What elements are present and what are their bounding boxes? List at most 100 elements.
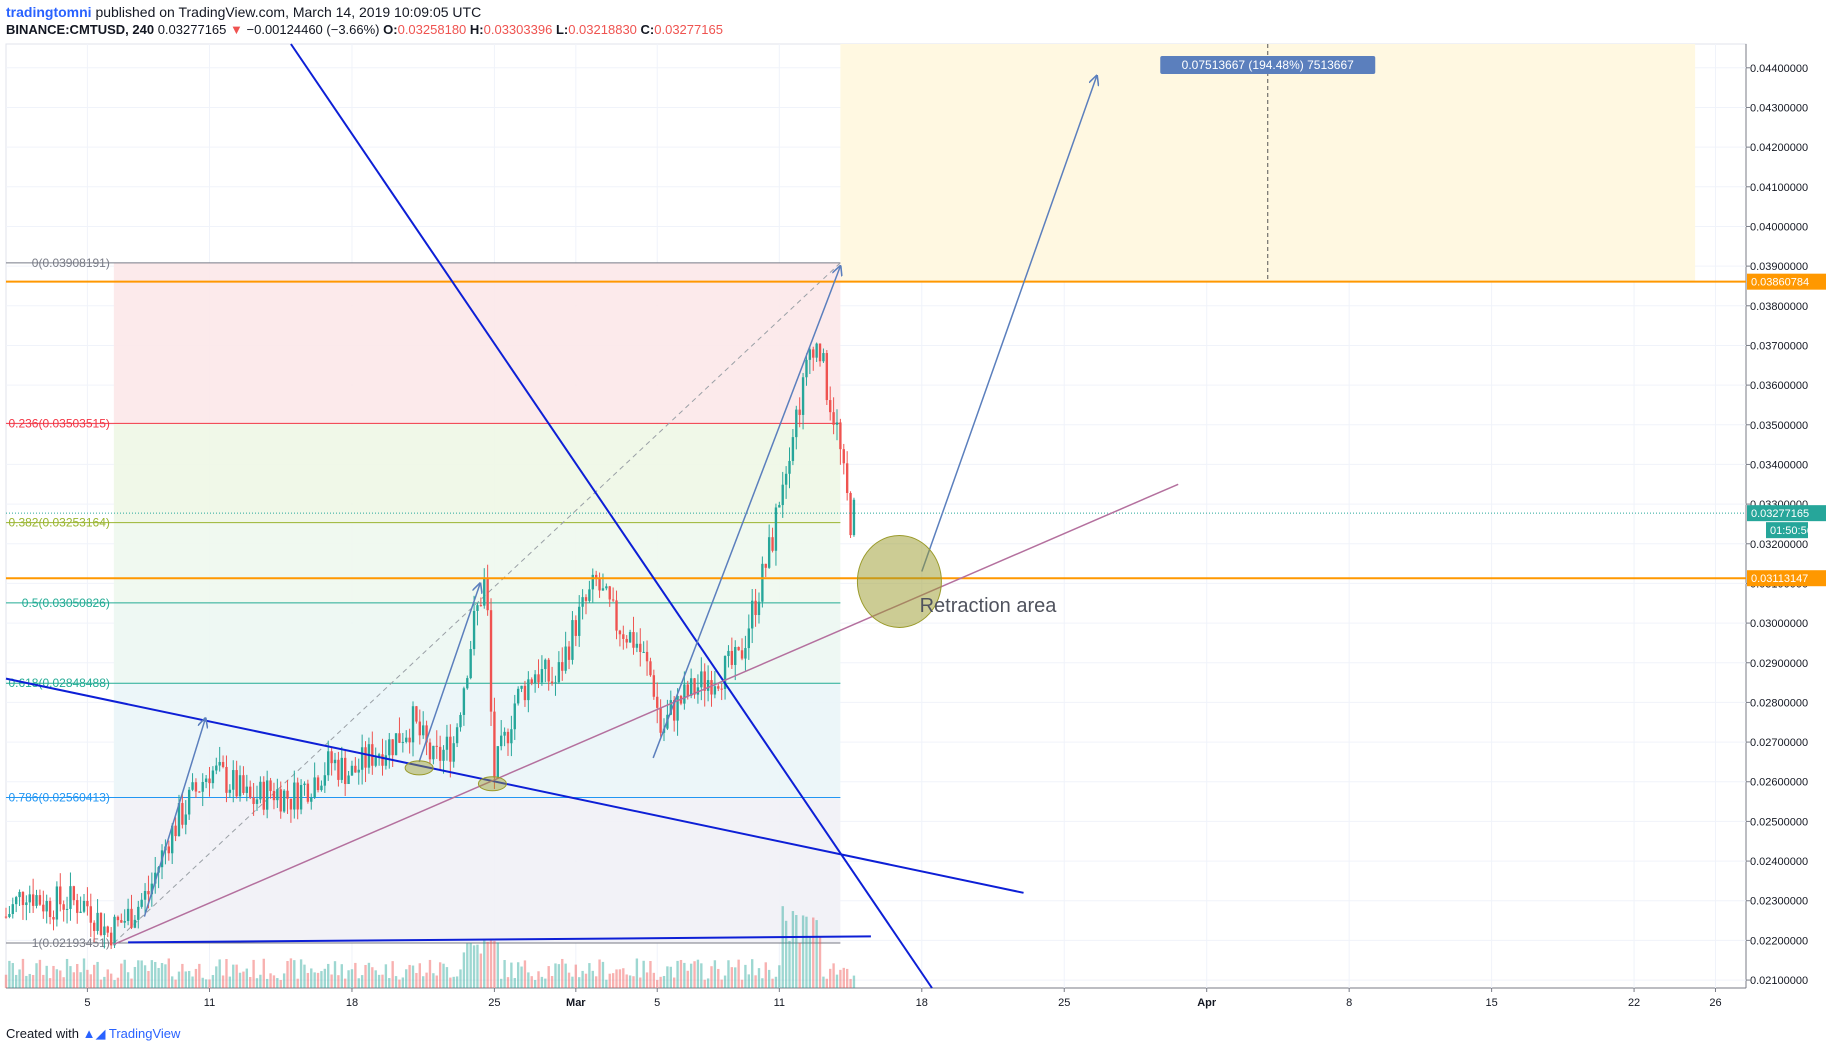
volume-bar [734, 967, 737, 988]
candles [4, 342, 856, 950]
candle-body [805, 359, 808, 378]
volume-bar [635, 958, 639, 988]
candle-body [198, 791, 201, 793]
volume-bar [140, 960, 143, 988]
author-link[interactable]: tradingtomni [6, 4, 92, 20]
volume-bar [116, 977, 120, 988]
candle-body [784, 473, 788, 485]
volume-bar [269, 973, 272, 988]
volume-bar [296, 978, 299, 988]
volume-bar [391, 961, 394, 988]
candle-body [683, 684, 686, 704]
volume-bar [52, 965, 55, 988]
y-tick-label: 0.02500000 [1750, 816, 1808, 828]
candle-body [561, 662, 564, 671]
volume-bar [76, 963, 79, 988]
volume-bar [415, 972, 418, 988]
candle-body [822, 353, 825, 362]
candle-body [466, 678, 469, 689]
volume-bar [713, 960, 717, 988]
candle-body [547, 659, 550, 682]
candle-body [167, 846, 170, 854]
volume-bar [496, 942, 499, 988]
volume-bar [737, 959, 740, 988]
volume-bar [506, 977, 510, 988]
candle-body [659, 707, 662, 733]
candle-body [700, 671, 703, 688]
candle-body [228, 789, 232, 793]
candle-body [391, 739, 394, 756]
volume-bar [286, 960, 289, 988]
volume-bar [550, 976, 554, 988]
candle-body [28, 894, 31, 903]
fib-zone [113, 423, 841, 523]
volume-bar [812, 917, 815, 988]
retraction-area-label: Retraction area [920, 595, 1058, 617]
volume-bar [574, 964, 578, 988]
volume-bar [208, 979, 211, 988]
volume-bar [476, 944, 479, 988]
candle-body [357, 769, 360, 773]
volume-bar [483, 939, 486, 988]
volume-bar [679, 959, 683, 988]
candle-body [476, 605, 479, 611]
y-tick-label: 0.03700000 [1750, 340, 1808, 352]
tradingview-brand[interactable]: TradingView [108, 1026, 181, 1041]
candle-body [818, 343, 822, 362]
x-tick-label: 26 [1709, 997, 1721, 1009]
candle-body [126, 908, 130, 921]
y-tick-label: 0.02100000 [1750, 975, 1808, 987]
volume-bar [544, 978, 547, 988]
volume-bar [69, 966, 72, 988]
candle-body [235, 770, 238, 797]
candle-body [109, 932, 113, 946]
candle-body [734, 646, 737, 665]
candle-body [184, 814, 187, 825]
volume-bar [265, 978, 269, 988]
price-chart[interactable]: 0.02100000 0.02200000 0.02300000 0.02400000… [0, 0, 1828, 1020]
volume-bar [106, 969, 109, 988]
candle-body [584, 597, 588, 601]
candle-body [201, 781, 204, 792]
candle-body [798, 409, 801, 415]
volume-bars [4, 906, 856, 988]
candle-body [177, 803, 181, 837]
candle-body [757, 601, 761, 616]
volume-bar [377, 974, 381, 988]
candle-body [591, 574, 594, 590]
candle-body [723, 656, 727, 690]
candle-body [4, 916, 8, 918]
volume-bar [466, 943, 469, 988]
candle-body [59, 886, 62, 905]
volume-bar [181, 963, 184, 988]
volume-bar [662, 975, 666, 988]
x-tick-label: 8 [1346, 997, 1352, 1009]
candle-body [306, 783, 310, 802]
volume-bar [452, 976, 455, 988]
candle-body [265, 780, 269, 810]
price-tag-bg-0 [1747, 273, 1826, 290]
volume-bar [154, 961, 157, 988]
y-tick-label: 0.04200000 [1750, 142, 1808, 154]
candle-body [52, 917, 55, 920]
volume-bar [388, 978, 391, 988]
candle-body [764, 563, 767, 568]
volume-bar [282, 973, 286, 988]
candle-body [781, 484, 784, 506]
volume-bar [14, 974, 18, 988]
volume-bar [337, 975, 340, 988]
candle-body [649, 661, 652, 676]
volume-bar [564, 963, 567, 988]
volume-bar [520, 966, 523, 988]
volume-bar [503, 960, 506, 988]
volume-bar [744, 964, 747, 988]
fib-zone [113, 683, 841, 798]
volume-bar [398, 979, 401, 988]
symbol-label[interactable]: BINANCE:CMTUSD, 240 [6, 22, 155, 37]
y-tick-label: 0.02200000 [1750, 935, 1808, 947]
volume-bar [259, 974, 262, 988]
volume-bar [852, 975, 856, 988]
candle-body [808, 349, 812, 360]
volume-bar [371, 967, 374, 988]
volume-bar [306, 972, 310, 988]
